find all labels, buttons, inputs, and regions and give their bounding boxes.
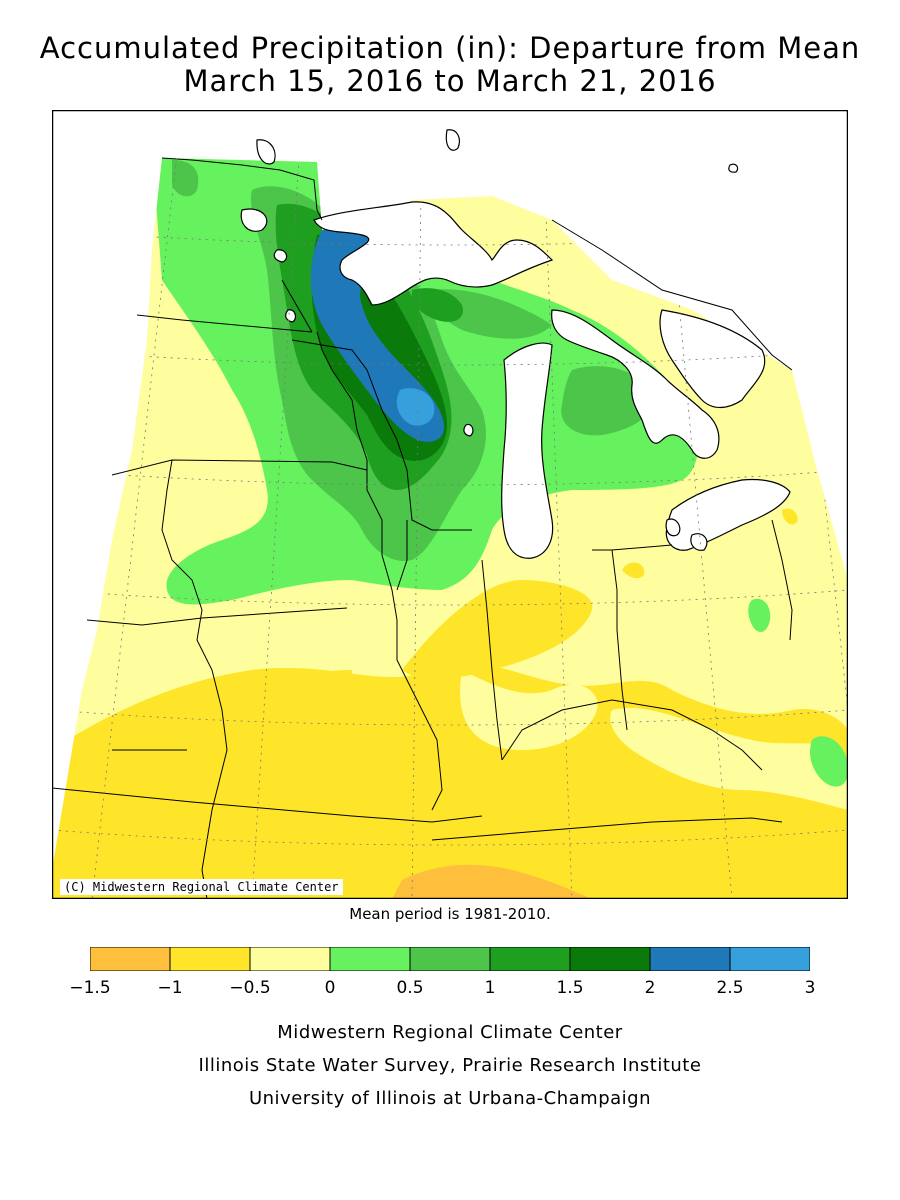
- legend-swatch-1: [169, 947, 251, 971]
- lake-of-the-woods: [256, 139, 276, 165]
- map-title: Accumulated Precipitation (in): Departur…: [39, 31, 861, 65]
- legend-swatch-3: [329, 947, 411, 971]
- mean-period-note: Mean period is 1981-2010.: [349, 905, 551, 923]
- map-frame: [52, 110, 848, 899]
- lake-huron: [551, 309, 720, 459]
- credit-uiuc: University of Illinois at Urbana-Champai…: [248, 1088, 652, 1109]
- legend-swatch-0: [90, 947, 171, 971]
- credit-mrcc: Midwestern Regional Climate Center: [277, 1022, 623, 1043]
- legend-tick-label: −1: [157, 978, 183, 998]
- copyright-notice: (C) Midwestern Regional Climate Center: [60, 879, 343, 895]
- color-legend: [90, 947, 810, 971]
- legend-tick-label: −0.5: [229, 978, 271, 998]
- legend-swatch-6: [569, 947, 651, 971]
- legend-swatch-8: [729, 947, 810, 971]
- georgian-bay: [659, 309, 766, 409]
- legend-tick-label: 0: [324, 978, 336, 998]
- legend-tick-label: 0.5: [396, 978, 424, 998]
- lake-superior: [313, 201, 554, 306]
- legend-swatch-4: [409, 947, 491, 971]
- lake-michigan: [501, 342, 554, 559]
- legend-swatch-2: [249, 947, 331, 971]
- great-lakes: [240, 129, 791, 559]
- legend-tick-label: 3: [804, 978, 816, 998]
- credit-isws: Illinois State Water Survey, Prairie Res…: [198, 1055, 702, 1076]
- legend-tick-label: 2.5: [716, 978, 744, 998]
- legend-tick-label: 1: [484, 978, 496, 998]
- legend-tick-label: −1.5: [69, 978, 111, 998]
- legend-tick-label: 1.5: [556, 978, 584, 998]
- boundaries: [52, 157, 793, 899]
- legend-swatch-7: [649, 947, 731, 971]
- map-date-range: March 15, 2016 to March 21, 2016: [183, 64, 717, 98]
- legend-tick-label: 2: [644, 978, 656, 998]
- precipitation-departure-map: [52, 110, 848, 899]
- lake-nipigon: [445, 129, 460, 151]
- legend-swatch-5: [489, 947, 571, 971]
